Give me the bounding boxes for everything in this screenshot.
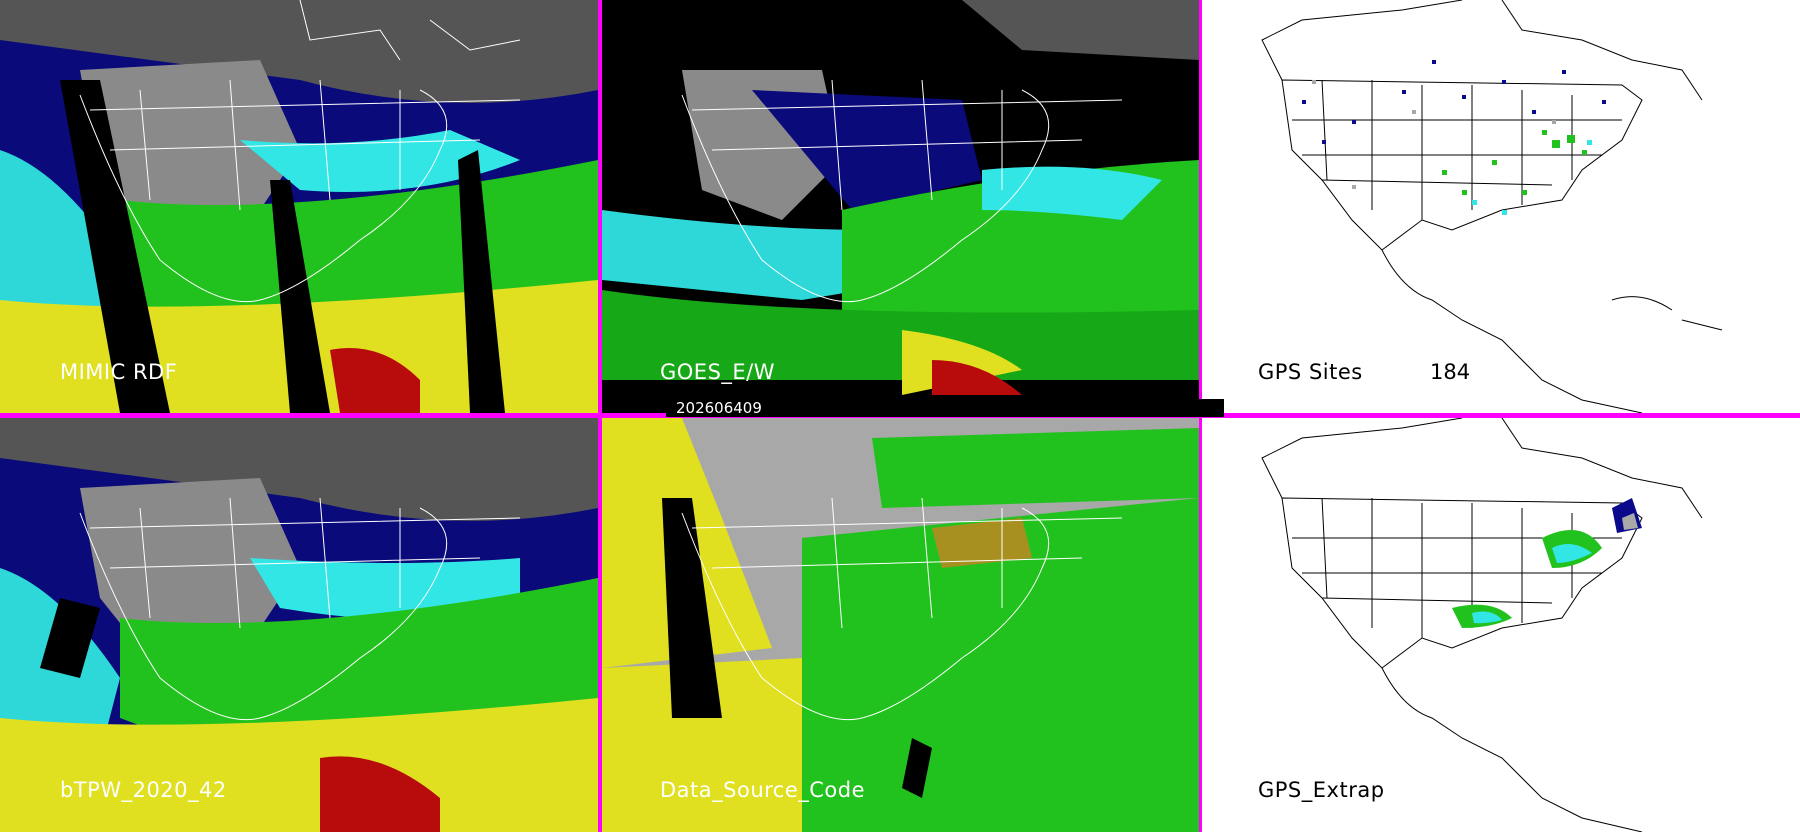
gps-extrap-label: GPS_Extrap [1258, 778, 1385, 802]
goes-ew-label: GOES_E/W [660, 360, 776, 384]
btpw-label: bTPW_2020_42 [60, 778, 227, 802]
data-source-code-label: Data_Source_Code [660, 778, 866, 802]
gps-extrap-panel: GPS_Extrap [1202, 418, 1800, 832]
gps-sites-map-image [1202, 0, 1800, 413]
gps-sites-label: GPS Sites [1258, 360, 1363, 384]
goes-ew-map-image [602, 0, 1199, 413]
data-source-code-map-image [602, 418, 1199, 832]
gps-sites-count: 184 [1430, 360, 1471, 384]
timestamp-bar: 202606409 [666, 399, 1224, 417]
mimic-rdf-panel: MIMIC RDF [0, 0, 598, 413]
gps-extrap-map-image [1202, 418, 1800, 832]
btpw-map-image [0, 418, 598, 832]
data-source-code-panel: Data_Source_Code [602, 418, 1199, 832]
mimic-rdf-label: MIMIC RDF [60, 360, 178, 384]
goes-ew-panel: GOES_E/W [602, 0, 1199, 413]
vertical-divider-left [598, 0, 602, 832]
gps-sites-panel: GPS Sites 184 [1202, 0, 1800, 413]
mimic-rdf-map-image [0, 0, 598, 413]
btpw-panel: bTPW_2020_42 [0, 418, 598, 832]
